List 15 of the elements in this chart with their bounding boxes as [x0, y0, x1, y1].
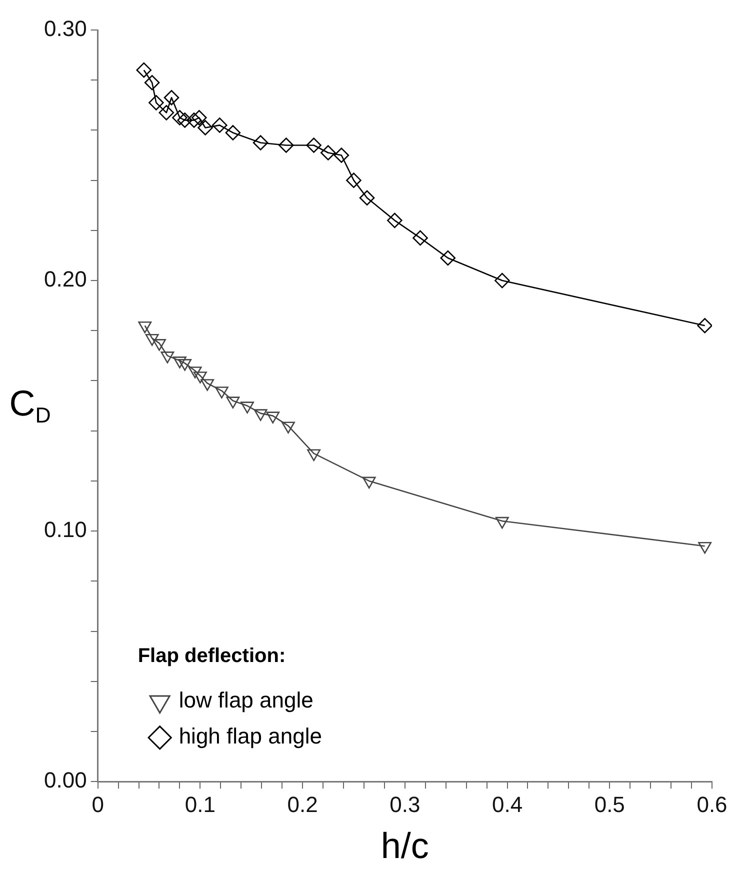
legend-label: high flap angle — [178, 724, 322, 749]
legend-label: low flap angle — [178, 688, 314, 713]
x-tick-label: 0.6 — [696, 792, 728, 817]
x-axis-title: h/c — [380, 824, 429, 866]
y-tick-label: 0.30 — [44, 16, 87, 42]
x-tick-label: 0.4 — [492, 792, 523, 817]
x-tick-label: 0.1 — [184, 792, 216, 817]
y-tick-label: 0.20 — [44, 266, 87, 292]
y-tick-label: 0.00 — [44, 768, 87, 793]
x-tick-label: 0 — [92, 792, 104, 817]
x-tick-label: 0.2 — [287, 792, 318, 817]
x-tick-label: 0.5 — [594, 792, 625, 817]
y-tick-label: 0.10 — [44, 517, 87, 542]
x-tick-label: 0.3 — [390, 792, 420, 817]
legend-title: Flap deflection: — [138, 645, 286, 668]
